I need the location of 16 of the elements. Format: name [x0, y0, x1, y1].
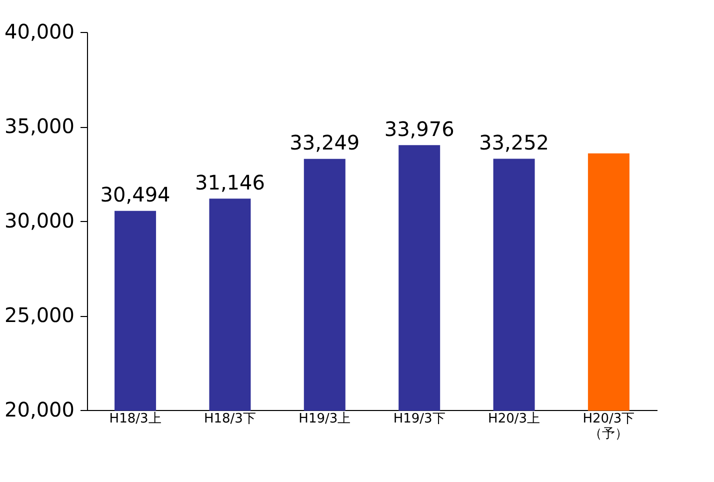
- y-tick-label: 30,000: [4, 208, 74, 232]
- x-tick-label: H18/3下: [204, 412, 256, 426]
- y-tick-label: 20,000: [4, 398, 74, 422]
- x-tick-label: H18/3上: [109, 412, 162, 426]
- x-tick-label: H20/3上: [488, 412, 540, 426]
- x-tick-label: H20/3下（予）: [582, 412, 635, 442]
- data-label: 33,976: [384, 116, 454, 141]
- data-label: 33,249: [290, 130, 360, 155]
- y-tick-label: 25,000: [4, 303, 74, 327]
- data-label: 31,146: [194, 170, 265, 194]
- y-tick-label: 35,000: [4, 114, 74, 138]
- y-tick-label: 40,000: [4, 20, 74, 44]
- data-label: 33,252: [479, 130, 550, 155]
- data-label: 30,494: [100, 182, 170, 207]
- x-tick-label: H19/3下: [393, 412, 446, 426]
- x-tick-label: H19/3上: [298, 412, 351, 426]
